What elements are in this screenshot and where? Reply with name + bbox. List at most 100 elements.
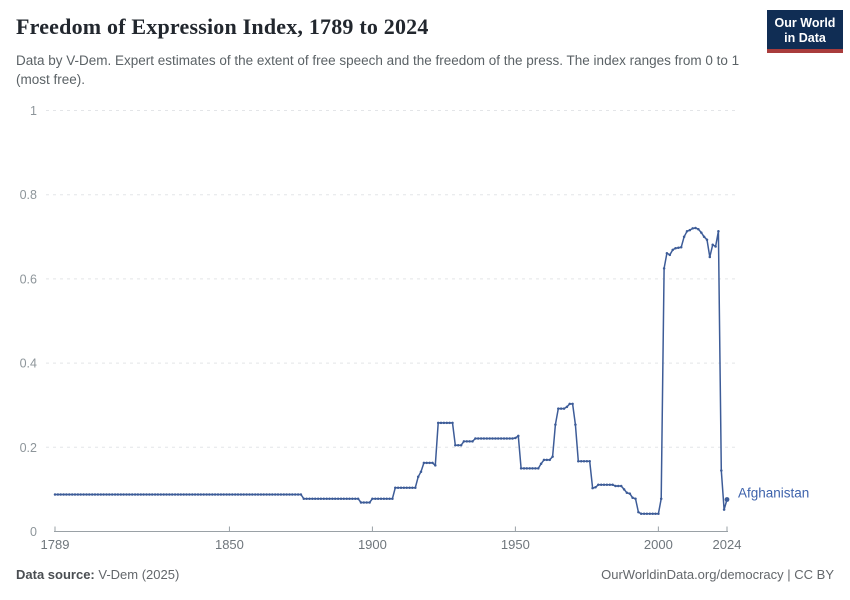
data-point-marker	[634, 497, 637, 500]
data-point-marker	[85, 493, 88, 496]
x-tick-label: 1900	[358, 537, 387, 552]
data-point-marker	[208, 493, 211, 496]
data-point-marker	[62, 493, 65, 496]
data-point-marker	[539, 462, 543, 465]
data-point-marker	[308, 497, 311, 500]
data-point-marker	[316, 497, 320, 500]
data-point-marker	[213, 493, 217, 496]
data-point-marker	[414, 486, 417, 489]
data-point-marker	[76, 493, 80, 496]
data-point-marker	[396, 486, 400, 489]
y-tick-label: 0	[30, 525, 37, 539]
data-point-marker	[657, 512, 660, 516]
data-point-marker	[251, 493, 254, 496]
data-point-marker	[411, 486, 414, 489]
data-point-marker	[674, 246, 677, 250]
data-point-marker	[65, 493, 68, 496]
data-point-marker	[133, 493, 137, 496]
x-tick-label: 1950	[501, 537, 530, 552]
data-point-marker	[494, 437, 497, 440]
data-point-marker	[53, 493, 57, 496]
data-point-marker	[448, 421, 451, 425]
data-point-marker	[402, 486, 406, 489]
data-point-marker	[517, 434, 520, 438]
data-point-marker	[594, 486, 597, 489]
data-point-marker	[577, 459, 580, 463]
data-point-marker	[276, 493, 280, 496]
data-point-marker	[631, 496, 634, 500]
data-point-marker	[99, 493, 103, 496]
data-point-marker	[499, 437, 503, 440]
data-point-marker	[305, 497, 308, 500]
data-point-marker	[668, 253, 672, 257]
data-point-marker	[436, 421, 440, 425]
data-point-marker	[253, 493, 257, 496]
data-point-marker	[342, 497, 346, 500]
data-point-marker	[677, 246, 680, 249]
data-point-marker	[139, 493, 143, 496]
data-point-marker	[259, 493, 263, 496]
data-point-marker	[130, 493, 134, 496]
owid-logo-line2: in Data	[784, 31, 826, 45]
data-point-marker	[462, 440, 466, 443]
data-point-marker	[325, 497, 328, 500]
data-point-marker	[537, 467, 540, 470]
owid-logo-accent-bar	[767, 49, 843, 53]
page-title: Freedom of Expression Index, 1789 to 202…	[16, 14, 429, 39]
data-point-marker	[425, 461, 428, 465]
chart-subtitle: Data by V-Dem. Expert estimates of the e…	[16, 53, 740, 87]
data-point-marker	[654, 512, 657, 516]
data-point-marker	[491, 437, 494, 440]
data-point-marker	[639, 512, 643, 516]
x-tick-label: 1850	[215, 537, 244, 552]
y-tick-label: 0.8	[20, 188, 37, 202]
data-point-marker	[354, 497, 357, 500]
data-point-marker	[685, 230, 689, 233]
data-point-marker	[476, 437, 480, 440]
data-point-marker	[648, 512, 652, 516]
owid-logo[interactable]: Our World in Data	[767, 10, 843, 51]
data-point-marker	[125, 493, 128, 496]
data-point-marker	[585, 459, 589, 463]
data-point-marker	[705, 238, 709, 241]
data-point-marker	[245, 493, 248, 496]
entity-label[interactable]: Afghanistan	[738, 486, 809, 501]
data-point-marker	[311, 497, 314, 500]
data-point-marker	[148, 493, 151, 496]
data-point-marker	[662, 267, 666, 270]
data-point-marker	[348, 497, 351, 500]
data-point-marker	[359, 501, 363, 504]
data-point-marker	[374, 497, 377, 500]
data-point-marker	[162, 493, 165, 496]
data-point-marker	[522, 467, 526, 470]
data-source-label: Data source:	[16, 567, 95, 582]
data-point-marker	[219, 493, 223, 496]
data-point-marker	[531, 467, 534, 470]
data-point-marker	[368, 501, 371, 504]
data-point-marker	[459, 443, 463, 447]
data-point-marker	[225, 493, 228, 496]
data-point-marker	[110, 493, 114, 496]
data-point-marker	[511, 437, 514, 440]
data-point-marker	[170, 493, 174, 496]
x-tick-label: 2000	[644, 537, 673, 552]
data-point-marker	[554, 423, 557, 426]
data-point-marker	[628, 492, 632, 495]
data-point-marker	[559, 407, 563, 410]
data-point-marker	[582, 459, 586, 463]
data-point-marker	[56, 493, 60, 496]
credit-link[interactable]: OurWorldinData.org/democracy | CC BY	[601, 567, 834, 582]
data-point-marker	[602, 483, 606, 487]
data-point-marker	[619, 484, 623, 488]
data-point-marker	[700, 231, 703, 234]
data-point-marker	[574, 423, 577, 426]
data-point-marker	[351, 497, 354, 500]
data-point-marker	[608, 483, 612, 487]
data-point-marker	[199, 493, 203, 496]
data-point-marker	[445, 421, 449, 425]
data-point-marker	[568, 402, 571, 406]
data-point-marker	[319, 497, 323, 500]
data-point-marker	[345, 497, 348, 500]
data-point-marker	[179, 493, 183, 496]
data-point-marker	[708, 255, 712, 259]
